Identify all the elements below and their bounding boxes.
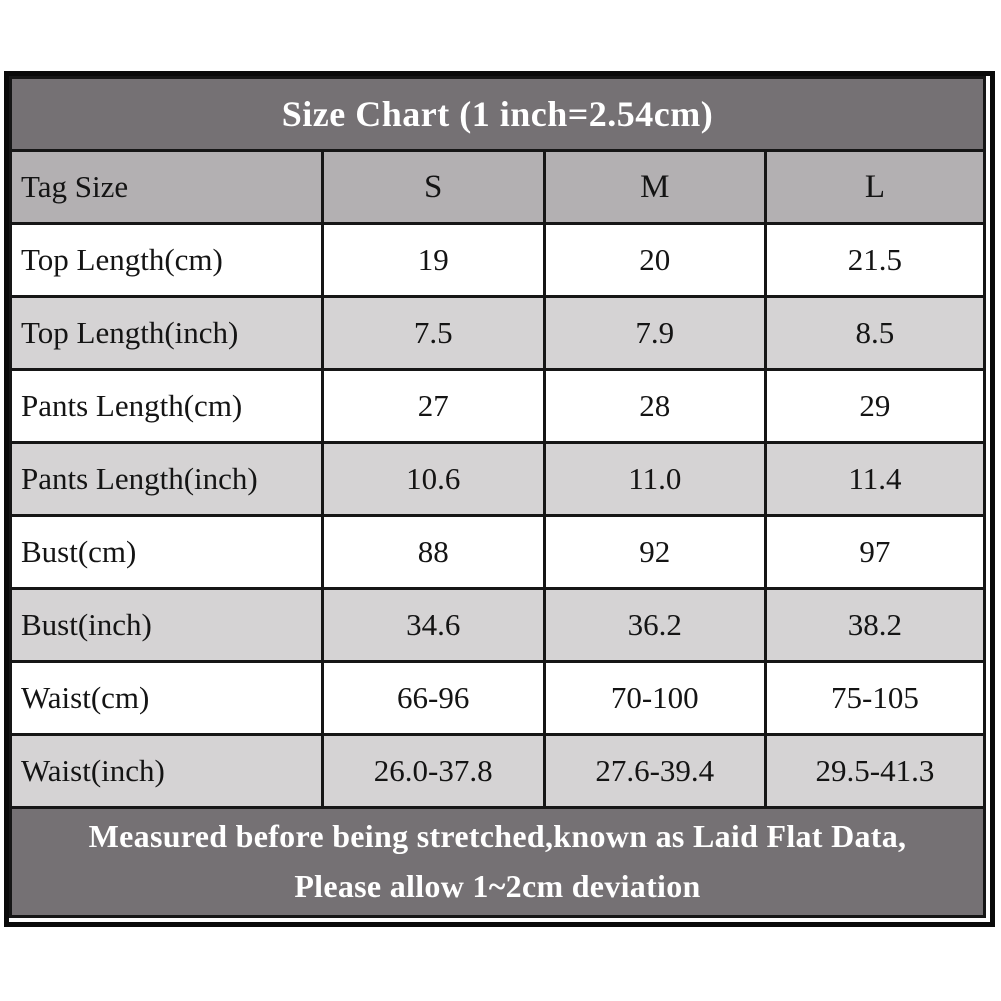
cell-m: 11.0 — [542, 441, 767, 517]
title-row: Size Chart (1 inch=2.54cm) — [9, 76, 986, 152]
table-row-pants-length-cm: Pants Length(cm) 27 28 29 — [9, 368, 987, 444]
cell-s: 19 — [320, 222, 546, 298]
table-row-waist-cm: Waist(cm) 66-96 70-100 75-105 — [9, 660, 987, 736]
cell-l: 38.2 — [763, 587, 987, 663]
cell-s: 7.5 — [320, 295, 546, 371]
cell-l: 97 — [763, 514, 987, 590]
row-label: Pants Length(inch) — [9, 441, 324, 517]
cell-l: 29.5-41.3 — [763, 733, 987, 809]
cell-m: 92 — [542, 514, 767, 590]
measurement-note-line2: Please allow 1~2cm deviation — [294, 868, 701, 904]
table-row-bust-inch: Bust(inch) 34.6 36.2 38.2 — [9, 587, 987, 663]
tag-size-label: Tag Size — [9, 149, 324, 225]
cell-s: 66-96 — [320, 660, 546, 736]
cell-l: 8.5 — [763, 295, 987, 371]
table-row-waist-inch: Waist(inch) 26.0-37.8 27.6-39.4 29.5-41.… — [9, 733, 987, 809]
row-label: Pants Length(cm) — [9, 368, 324, 444]
size-header-s: S — [320, 149, 546, 225]
size-header-m: M — [542, 149, 767, 225]
cell-m: 28 — [542, 368, 767, 444]
row-label: Waist(inch) — [9, 733, 324, 809]
cell-m: 27.6-39.4 — [542, 733, 767, 809]
row-label: Bust(inch) — [9, 587, 324, 663]
row-label: Bust(cm) — [9, 514, 324, 590]
table-row-top-length-cm: Top Length(cm) 19 20 21.5 — [9, 222, 987, 298]
measurement-note: Measured before being stretched,known as… — [9, 806, 986, 918]
cell-m: 70-100 — [542, 660, 767, 736]
row-label: Top Length(cm) — [9, 222, 324, 298]
measurement-note-line1: Measured before being stretched,known as… — [88, 818, 907, 855]
cell-s: 26.0-37.8 — [320, 733, 546, 809]
cell-s: 27 — [320, 368, 546, 444]
footer-row: Measured before being stretched,known as… — [9, 806, 986, 918]
cell-l: 21.5 — [763, 222, 987, 298]
table-row-bust-cm: Bust(cm) 88 92 97 — [9, 514, 987, 590]
cell-l: 29 — [763, 368, 987, 444]
cell-l: 75-105 — [763, 660, 987, 736]
size-chart-frame: Size Chart (1 inch=2.54cm) Tag Size S M … — [4, 71, 995, 927]
cell-s: 34.6 — [320, 587, 546, 663]
chart-title: Size Chart (1 inch=2.54cm) — [9, 76, 986, 152]
tag-size-row: Tag Size S M L — [9, 149, 987, 225]
cell-s: 88 — [320, 514, 546, 590]
size-chart-table: Size Chart (1 inch=2.54cm) Tag Size S M … — [9, 76, 987, 918]
row-label: Waist(cm) — [9, 660, 324, 736]
cell-m: 20 — [542, 222, 767, 298]
cell-l: 11.4 — [763, 441, 987, 517]
cell-m: 7.9 — [542, 295, 767, 371]
table-row-pants-length-inch: Pants Length(inch) 10.6 11.0 11.4 — [9, 441, 987, 517]
row-label: Top Length(inch) — [9, 295, 324, 371]
size-header-l: L — [763, 149, 987, 225]
table-row-top-length-inch: Top Length(inch) 7.5 7.9 8.5 — [9, 295, 987, 371]
cell-s: 10.6 — [320, 441, 546, 517]
cell-m: 36.2 — [542, 587, 767, 663]
size-chart-frame-inner: Size Chart (1 inch=2.54cm) Tag Size S M … — [9, 76, 990, 922]
